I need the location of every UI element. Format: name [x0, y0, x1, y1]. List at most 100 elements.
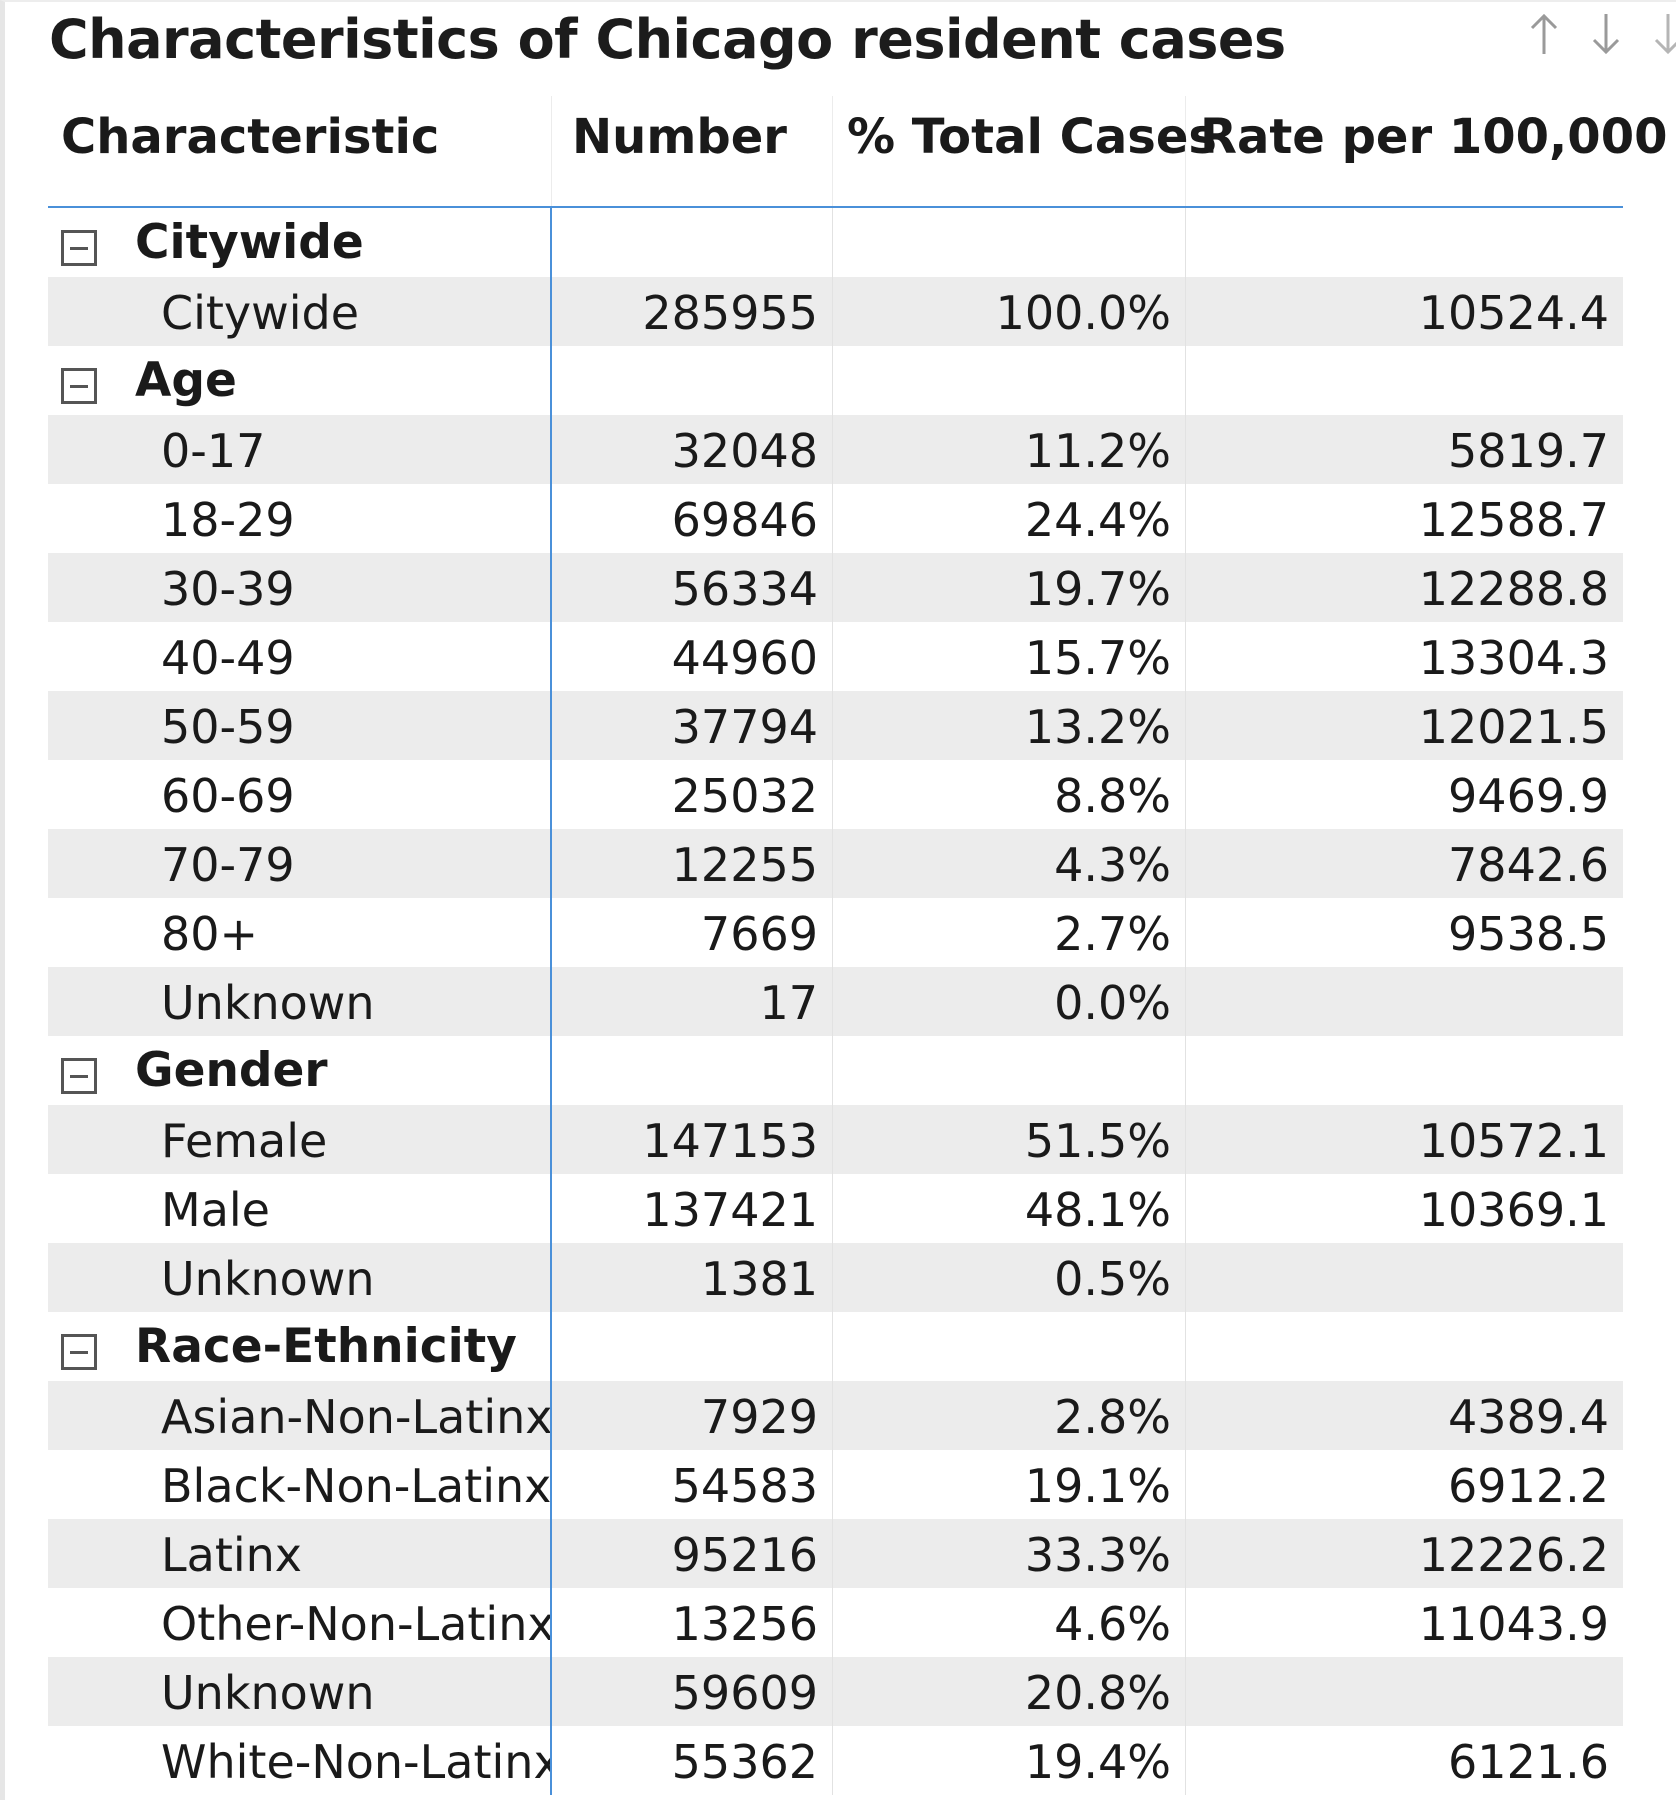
number-cell: 54583	[552, 1450, 833, 1519]
group-label: Gender	[135, 1042, 328, 1098]
table-row[interactable]: Unknown 17 0.0%	[48, 967, 1623, 1036]
group-number-cell	[552, 1036, 833, 1105]
pct-total-cell: 15.7%	[833, 622, 1186, 691]
rate-cell: 11043.9	[1418, 1597, 1609, 1651]
number-cell: 37794	[552, 691, 833, 760]
characteristic-cell: White-Non-Latinx	[48, 1726, 552, 1795]
group-header: Citywide	[48, 208, 552, 277]
group-pct-cell	[833, 1312, 1186, 1381]
pct-total-cell: 0.5%	[833, 1243, 1186, 1312]
group-rate-cell	[1186, 1312, 1623, 1381]
characteristic-cell: Unknown	[48, 1657, 552, 1726]
table-row[interactable]: Female 147153 51.5% 10572.1	[48, 1105, 1623, 1174]
pct-total-cell: 19.4%	[833, 1726, 1186, 1795]
characteristic-cell: Latinx	[48, 1519, 552, 1588]
number-cell: 137421	[552, 1174, 833, 1243]
characteristic-cell: Unknown	[48, 967, 552, 1036]
pct-total-cell: 48.1%	[833, 1174, 1186, 1243]
arrow-down-icon[interactable]	[1586, 10, 1626, 60]
column-header-number[interactable]: Number	[552, 96, 833, 206]
table-row[interactable]: 60-69 25032 8.8% 9469.9	[48, 760, 1623, 829]
table-row[interactable]: 80+ 7669 2.7% 9538.5	[48, 898, 1623, 967]
characteristic-cell: 70-79	[48, 829, 552, 898]
table-row[interactable]: Citywide 285955 100.0% 10524.4	[48, 277, 1623, 346]
pct-total-cell: 20.8%	[833, 1657, 1186, 1726]
pct-total-cell: 33.3%	[833, 1519, 1186, 1588]
rate-cell	[1186, 1657, 1623, 1726]
column-header-rate[interactable]: Rate per 100,000	[1200, 109, 1668, 165]
number-cell: 147153	[552, 1105, 833, 1174]
characteristic-cell: 50-59	[48, 691, 552, 760]
rate-cell: 10369.1	[1418, 1183, 1609, 1237]
number-cell: 55362	[552, 1726, 833, 1795]
group-label: Citywide	[135, 214, 364, 270]
group-pct-cell	[833, 1036, 1186, 1105]
rate-cell: 9538.5	[1448, 907, 1609, 961]
group-label: Age	[135, 352, 237, 408]
group-rate-cell	[1186, 1036, 1623, 1105]
group-number-cell	[552, 346, 833, 415]
number-cell: 13256	[552, 1588, 833, 1657]
group-pct-cell	[833, 346, 1186, 415]
collapse-toggle-icon[interactable]	[61, 1333, 97, 1370]
pct-total-cell: 4.3%	[833, 829, 1186, 898]
rate-cell: 4389.4	[1448, 1390, 1609, 1444]
number-cell: 59609	[552, 1657, 833, 1726]
collapse-toggle-icon[interactable]	[61, 1057, 97, 1094]
number-cell: 7929	[552, 1381, 833, 1450]
pct-total-cell: 11.2%	[833, 415, 1186, 484]
number-cell: 12255	[552, 829, 833, 898]
pct-total-cell: 8.8%	[833, 760, 1186, 829]
pct-total-cell: 0.0%	[833, 967, 1186, 1036]
characteristic-cell: Asian-Non-Latinx	[48, 1381, 552, 1450]
number-cell: 25032	[552, 760, 833, 829]
arrow-down-partial-icon[interactable]	[1648, 10, 1676, 60]
characteristic-cell: Unknown	[48, 1243, 552, 1312]
group-rate-cell	[1186, 346, 1623, 415]
rate-cell: 10524.4	[1418, 286, 1609, 340]
arrow-up-icon[interactable]	[1524, 10, 1564, 60]
pct-total-cell: 2.8%	[833, 1381, 1186, 1450]
group-header: Race-Ethnicity	[48, 1312, 552, 1381]
rate-cell: 7842.6	[1448, 838, 1609, 892]
table-row[interactable]: Male 137421 48.1% 10369.1	[48, 1174, 1623, 1243]
pct-total-cell: 19.1%	[833, 1450, 1186, 1519]
group-row: Gender	[48, 1036, 1623, 1105]
pct-total-cell: 51.5%	[833, 1105, 1186, 1174]
column-header-pct-total-cases[interactable]: % Total Cases	[833, 96, 1217, 206]
column-header-characteristic[interactable]: Characteristic	[48, 96, 552, 206]
table-row[interactable]: 0-17 32048 11.2% 5819.7	[48, 415, 1623, 484]
collapse-toggle-icon[interactable]	[61, 229, 97, 266]
table-row[interactable]: Unknown 1381 0.5%	[48, 1243, 1623, 1312]
rate-cell: 12288.8	[1418, 562, 1609, 616]
table-row[interactable]: Other-Non-Latinx 13256 4.6% 11043.9	[48, 1588, 1623, 1657]
table-row[interactable]: Latinx 95216 33.3% 12226.2	[48, 1519, 1623, 1588]
visual-title: Characteristics of Chicago resident case…	[49, 8, 1286, 71]
characteristic-cell: Black-Non-Latinx	[48, 1450, 552, 1519]
characteristic-cell: 18-29	[48, 484, 552, 553]
pct-total-cell: 4.6%	[833, 1588, 1186, 1657]
characteristic-cell: 40-49	[48, 622, 552, 691]
number-cell: 95216	[552, 1519, 833, 1588]
table-row[interactable]: Unknown 59609 20.8%	[48, 1657, 1623, 1726]
number-cell: 44960	[552, 622, 833, 691]
collapse-toggle-icon[interactable]	[61, 367, 97, 404]
table-row[interactable]: 40-49 44960 15.7% 13304.3	[48, 622, 1623, 691]
rate-cell: 12021.5	[1418, 700, 1609, 754]
table-row[interactable]: 30-39 56334 19.7% 12288.8	[48, 553, 1623, 622]
pct-total-cell: 2.7%	[833, 898, 1186, 967]
characteristic-cell: Other-Non-Latinx	[48, 1588, 552, 1657]
table-header-row: Characteristic Number % Total Cases Rate…	[48, 96, 1668, 208]
rate-cell: 6912.2	[1448, 1459, 1609, 1513]
table-row[interactable]: 18-29 69846 24.4% 12588.7	[48, 484, 1623, 553]
table-row[interactable]: 50-59 37794 13.2% 12021.5	[48, 691, 1623, 760]
number-cell: 285955	[552, 277, 833, 346]
table-row[interactable]: Black-Non-Latinx 54583 19.1% 6912.2	[48, 1450, 1623, 1519]
characteristic-cell: Male	[48, 1174, 552, 1243]
table-row[interactable]: 70-79 12255 4.3% 7842.6	[48, 829, 1623, 898]
group-header: Age	[48, 346, 552, 415]
table-row[interactable]: White-Non-Latinx 55362 19.4% 6121.6	[48, 1726, 1623, 1795]
group-number-cell	[552, 208, 833, 277]
table-row[interactable]: Asian-Non-Latinx 7929 2.8% 4389.4	[48, 1381, 1623, 1450]
